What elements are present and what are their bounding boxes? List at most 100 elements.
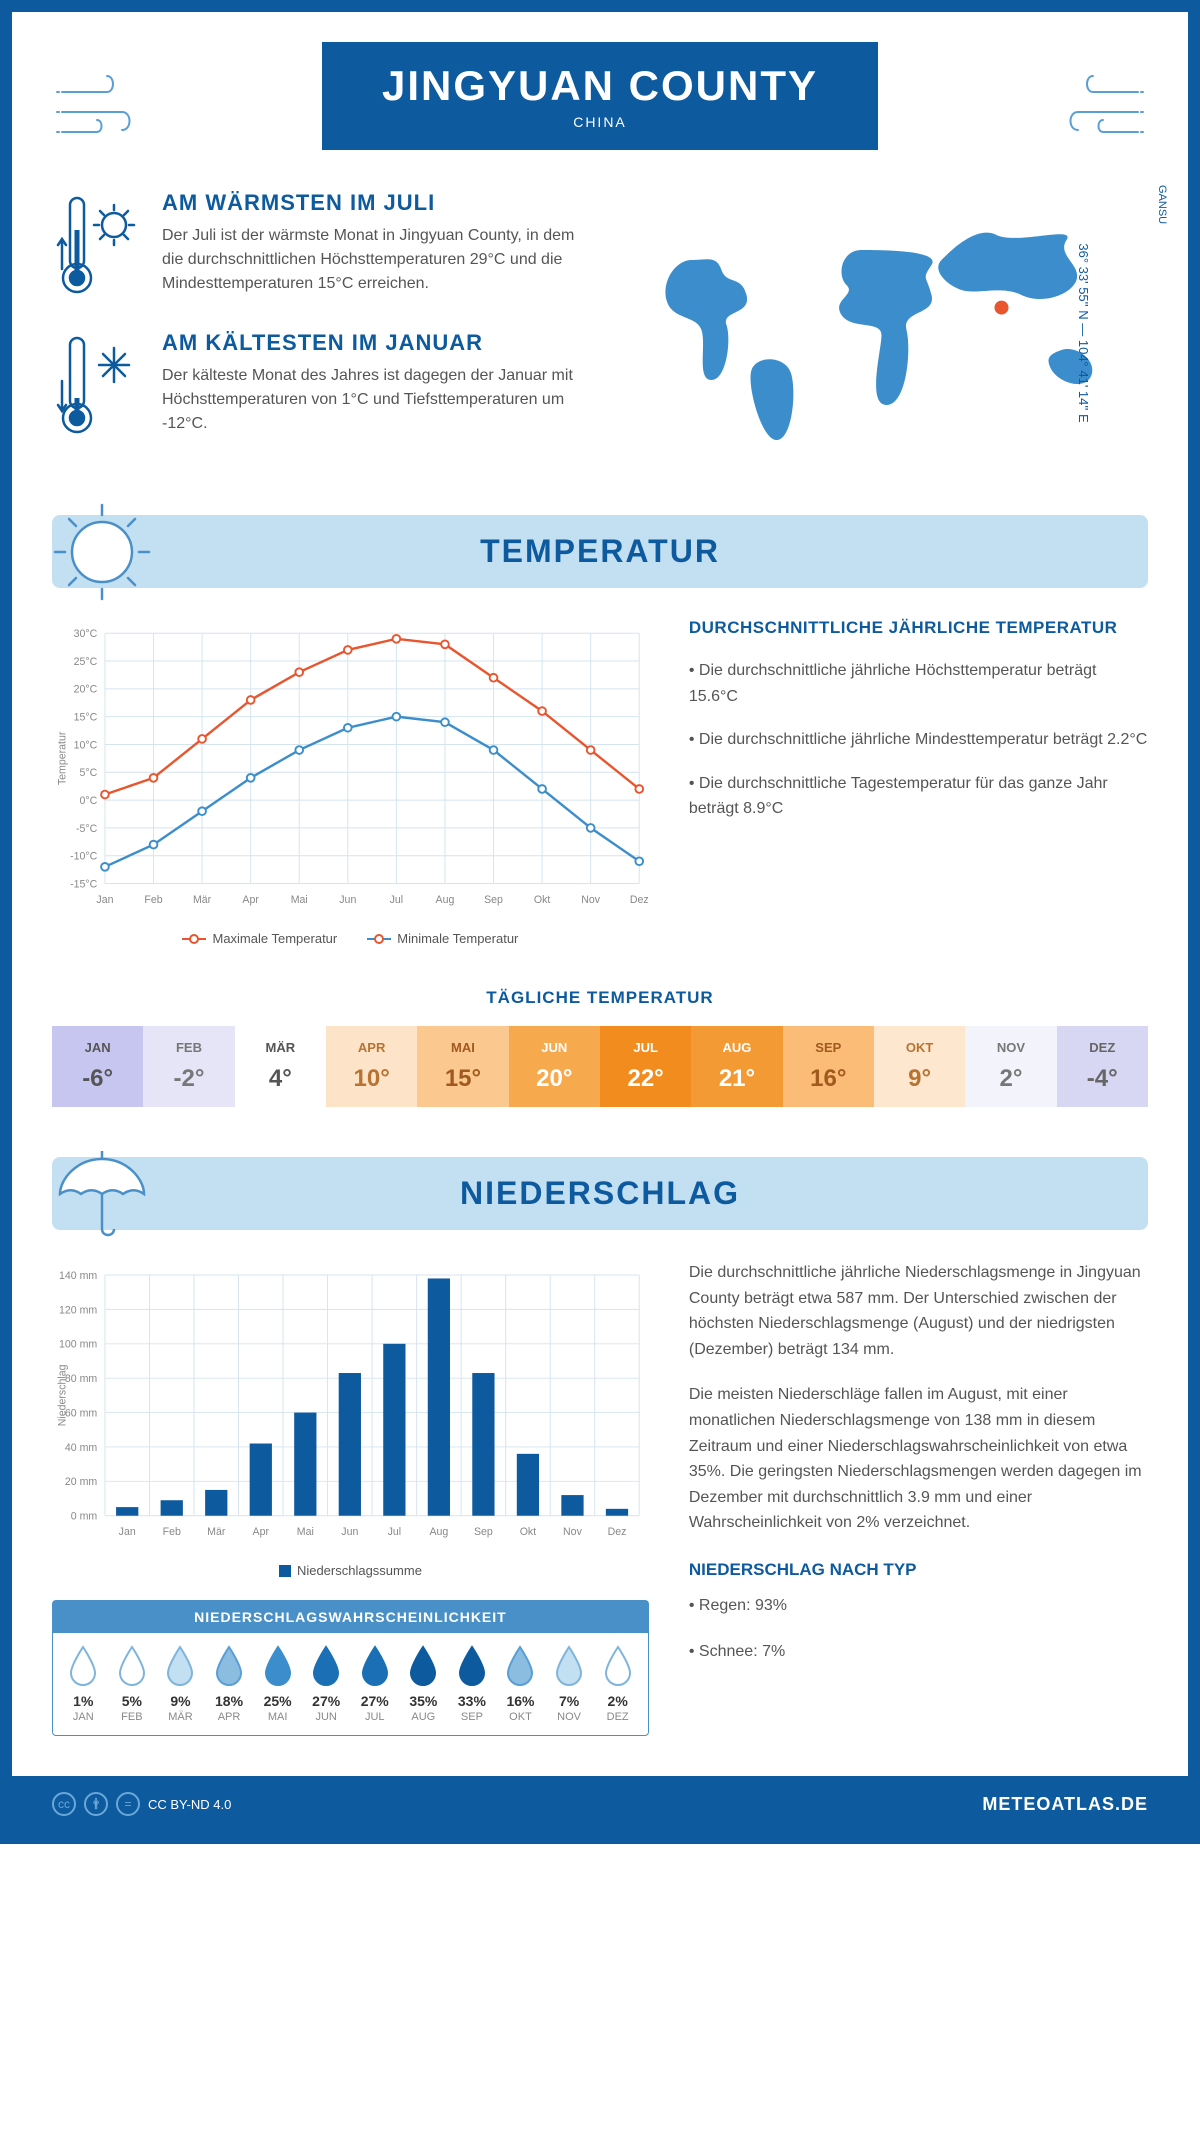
svg-text:140 mm: 140 mm (59, 1270, 97, 1282)
daily-cell: MAI15° (417, 1026, 508, 1107)
svg-text:Jul: Jul (390, 894, 404, 906)
svg-text:Temperatur: Temperatur (56, 731, 68, 785)
fact-coldest: AM KÄLTESTEN IM JANUAR Der kälteste Mona… (52, 330, 585, 440)
wind-icon (1038, 62, 1148, 152)
legend-max: Maximale Temperatur (212, 931, 337, 946)
temp-bullet: • Die durchschnittliche jährliche Höchst… (689, 658, 1148, 709)
footer: cc 🛉 = CC BY-ND 4.0 METEOATLAS.DE (12, 1776, 1188, 1832)
svg-text:Apr: Apr (253, 1526, 270, 1538)
prob-cell: 1%JAN (59, 1645, 108, 1723)
svg-text:Mai: Mai (291, 894, 308, 906)
svg-text:15°C: 15°C (74, 712, 98, 724)
daily-cell: SEP16° (783, 1026, 874, 1107)
svg-text:100 mm: 100 mm (59, 1339, 97, 1351)
map-column: GANSU 36° 33' 55'' N — 104° 41' 14'' E (615, 190, 1148, 475)
svg-text:Mai: Mai (297, 1526, 314, 1538)
svg-text:30°C: 30°C (74, 628, 98, 640)
nd-icon: = (116, 1792, 140, 1816)
fact-warmest: AM WÄRMSTEN IM JULI Der Juli ist der wär… (52, 190, 585, 300)
facts-column: AM WÄRMSTEN IM JULI Der Juli ist der wär… (52, 190, 585, 475)
svg-text:Aug: Aug (436, 894, 455, 906)
precip-text-2: Die meisten Niederschläge fallen im Augu… (689, 1382, 1148, 1536)
svg-text:10°C: 10°C (74, 739, 98, 751)
svg-text:-5°C: -5°C (76, 823, 98, 835)
daily-cell: JAN-6° (52, 1026, 143, 1107)
svg-text:Nov: Nov (581, 894, 601, 906)
prob-cell: 2%DEZ (593, 1645, 642, 1723)
header: JINGYUAN COUNTY CHINA (52, 42, 1148, 150)
temperature-line-chart: -15°C-10°C-5°C0°C5°C10°C15°C20°C25°C30°C… (52, 618, 649, 958)
temp-info: DURCHSCHNITTLICHE JÄHRLICHE TEMPERATUR •… (689, 618, 1148, 958)
svg-text:Niederschlag: Niederschlag (56, 1364, 68, 1426)
svg-text:Sep: Sep (474, 1526, 493, 1538)
fact-cold-title: AM KÄLTESTEN IM JANUAR (162, 330, 585, 356)
svg-text:Jun: Jun (341, 1526, 358, 1538)
svg-text:Dez: Dez (630, 894, 649, 906)
precip-right: Die durchschnittliche jährliche Niedersc… (689, 1260, 1148, 1736)
daily-cell: NOV2° (965, 1026, 1056, 1107)
precip-legend: Niederschlagssumme (52, 1563, 649, 1578)
temp-legend: .leg-sw:nth-child(1)::after{border-color… (52, 931, 649, 946)
svg-text:60 mm: 60 mm (65, 1407, 98, 1419)
svg-text:120 mm: 120 mm (59, 1304, 97, 1316)
prob-cell: 7%NOV (545, 1645, 594, 1723)
fact-warm-text: Der Juli ist der wärmste Monat in Jingyu… (162, 224, 585, 296)
wind-icon (52, 62, 162, 152)
svg-text:Jan: Jan (96, 894, 113, 906)
temp-bullet: • Die durchschnittliche jährliche Mindes… (689, 727, 1148, 753)
svg-text:25°C: 25°C (74, 656, 98, 668)
svg-text:Feb: Feb (144, 894, 162, 906)
svg-text:-15°C: -15°C (70, 878, 98, 890)
prob-title: NIEDERSCHLAGSWAHRSCHEINLICHKEIT (53, 1601, 648, 1633)
svg-text:80 mm: 80 mm (65, 1373, 98, 1385)
precip-body: 0 mm20 mm40 mm60 mm80 mm100 mm120 mm140 … (52, 1260, 1148, 1736)
type-bullet: • Regen: 93% (689, 1593, 1148, 1619)
prob-cell: 16%OKT (496, 1645, 545, 1723)
svg-text:Aug: Aug (429, 1526, 448, 1538)
region-label: GANSU (1156, 185, 1168, 224)
svg-text:20 mm: 20 mm (65, 1476, 98, 1488)
title-banner: JINGYUAN COUNTY CHINA (322, 42, 878, 150)
prob-cell: 35%AUG (399, 1645, 448, 1723)
temp-bullet: • Die durchschnittliche Tagestemperatur … (689, 771, 1148, 822)
prob-cell: 27%JUN (302, 1645, 351, 1723)
svg-text:5°C: 5°C (79, 767, 97, 779)
section-temperature-head: TEMPERATUR (52, 515, 1148, 588)
daily-cell: MÄR4° (235, 1026, 326, 1107)
legend-min: Minimale Temperatur (397, 931, 518, 946)
svg-text:Sep: Sep (484, 894, 503, 906)
prob-cell: 33%SEP (448, 1645, 497, 1723)
temp-heading: TEMPERATUR (72, 533, 1128, 570)
coords-label: 36° 33' 55'' N — 104° 41' 14'' E (1076, 243, 1091, 422)
prob-cell: 27%JUL (350, 1645, 399, 1723)
precip-legend-label: Niederschlagssumme (297, 1563, 422, 1578)
precip-probability-box: NIEDERSCHLAGSWAHRSCHEINLICHKEIT 1%JAN 5%… (52, 1600, 649, 1736)
svg-text:Mär: Mär (193, 894, 212, 906)
license-text: CC BY-ND 4.0 (148, 1797, 231, 1812)
precip-left: 0 mm20 mm40 mm60 mm80 mm100 mm120 mm140 … (52, 1260, 649, 1736)
daily-title: TÄGLICHE TEMPERATUR (52, 988, 1148, 1008)
precip-heading: NIEDERSCHLAG (72, 1175, 1128, 1212)
svg-text:Jan: Jan (119, 1526, 136, 1538)
daily-temp-strip: JAN-6°FEB-2°MÄR4°APR10°MAI15°JUN20°JUL22… (52, 1026, 1148, 1107)
precip-bar-chart: 0 mm20 mm40 mm60 mm80 mm100 mm120 mm140 … (52, 1260, 649, 1580)
svg-text:Dez: Dez (608, 1526, 627, 1538)
svg-text:Okt: Okt (520, 1526, 537, 1538)
svg-text:Jun: Jun (339, 894, 356, 906)
precip-text-1: Die durchschnittliche jährliche Niedersc… (689, 1260, 1148, 1362)
daily-cell: OKT9° (874, 1026, 965, 1107)
by-icon: 🛉 (84, 1792, 108, 1816)
daily-cell: JUN20° (509, 1026, 600, 1107)
svg-text:20°C: 20°C (74, 684, 98, 696)
daily-cell: FEB-2° (143, 1026, 234, 1107)
svg-text:Nov: Nov (563, 1526, 583, 1538)
section-precip-head: NIEDERSCHLAG (52, 1157, 1148, 1230)
page-subtitle: CHINA (382, 114, 818, 130)
svg-text:0°C: 0°C (79, 795, 97, 807)
temp-info-title: DURCHSCHNITTLICHE JÄHRLICHE TEMPERATUR (689, 618, 1148, 638)
sun-icon (47, 497, 157, 607)
fact-cold-text: Der kälteste Monat des Jahres ist dagege… (162, 364, 585, 436)
cc-icon: cc (52, 1792, 76, 1816)
license: cc 🛉 = CC BY-ND 4.0 (52, 1792, 231, 1816)
prob-cell: 25%MAI (253, 1645, 302, 1723)
